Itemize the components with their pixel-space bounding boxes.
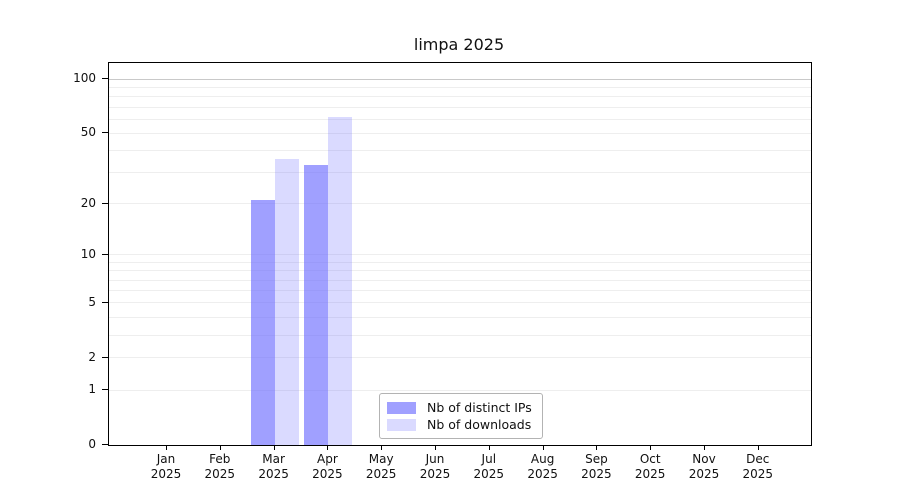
gridline-6	[109, 290, 811, 292]
y-tick-label-0: 0	[88, 437, 96, 451]
y-tick-label-20: 20	[80, 195, 96, 210]
x-tick-nov	[704, 445, 705, 450]
x-tick-label-dec: Dec 2025	[742, 452, 774, 481]
gridline-20	[109, 203, 811, 205]
gridline-40	[109, 150, 811, 152]
legend-swatch-distinct-ips-icon	[387, 401, 416, 414]
gridline-5	[109, 302, 811, 304]
x-tick-jul	[488, 445, 490, 450]
x-tick-label-nov: Nov 2025	[688, 452, 720, 481]
legend-label-downloads: Nb of downloads	[427, 417, 532, 432]
y-tick-label-5: 5	[88, 294, 96, 309]
x-tick-aug	[542, 445, 544, 450]
gridline-1	[109, 389, 811, 391]
x-tick-may	[381, 445, 383, 450]
legend-swatch-downloads-icon	[387, 418, 416, 431]
y-tick-10	[102, 253, 108, 255]
y-tick-label-100: 100	[73, 71, 96, 86]
x-tick-label-oct: Oct 2025	[634, 452, 666, 481]
gridline-100	[109, 78, 811, 80]
gridline-9	[109, 261, 811, 263]
y-tick-100	[102, 78, 108, 80]
x-tick-mar	[273, 445, 275, 450]
y-tick-label-1: 1	[88, 382, 96, 397]
legend-item-distinct-ips: Nb of distinct IPs	[387, 399, 532, 416]
y-tick-label-2: 2	[88, 349, 96, 364]
gridline-10	[109, 254, 811, 256]
gridline-4	[109, 316, 811, 318]
bar-nb-of-downloads-mar	[274, 158, 299, 445]
x-tick-label-mar: Mar 2025	[258, 452, 289, 481]
y-tick-1	[102, 389, 108, 391]
x-tick-label-apr: Apr 2025	[312, 452, 343, 481]
x-tick-feb	[219, 445, 221, 450]
chart-title: limpa 2025	[413, 35, 505, 54]
x-tick-label-jan: Jan 2025	[150, 452, 182, 481]
y-tick-50	[102, 132, 108, 134]
x-tick-jun	[435, 445, 436, 450]
gridline-80	[109, 96, 811, 98]
x-tick-label-jul: Jul 2025	[473, 452, 505, 481]
gridline-30	[109, 172, 811, 174]
bar-nb-of-downloads-apr	[328, 116, 353, 445]
y-tick-label-50: 50	[80, 125, 96, 140]
legend-label-distinct-ips: Nb of distinct IPs	[427, 400, 532, 415]
x-tick-label-feb: Feb 2025	[204, 452, 236, 481]
x-tick-oct	[650, 445, 652, 450]
gridline-50	[109, 132, 811, 134]
gridline-3	[109, 334, 811, 336]
legend-item-downloads: Nb of downloads	[387, 416, 532, 433]
bar-nb-of-distinct-ips-mar	[250, 199, 275, 445]
x-tick-dec	[757, 445, 759, 450]
y-tick-5	[102, 301, 108, 303]
bar-nb-of-distinct-ips-apr	[304, 165, 329, 445]
gridline-8	[109, 270, 811, 272]
x-tick-label-may: May 2025	[365, 452, 397, 481]
plot-area: Nb of distinct IPs Nb of downloads	[108, 62, 812, 446]
x-tick-jan	[166, 445, 167, 450]
x-tick-label-sep: Sep 2025	[581, 452, 612, 481]
y-tick-0	[102, 444, 108, 445]
x-tick-apr	[327, 445, 329, 450]
y-tick-2	[102, 356, 108, 358]
legend: Nb of distinct IPs Nb of downloads	[379, 393, 543, 439]
x-tick-sep	[596, 445, 598, 450]
gridline-7	[109, 279, 811, 281]
y-tick-20	[102, 202, 108, 204]
gridline-70	[109, 106, 811, 108]
y-tick-label-10: 10	[80, 246, 96, 261]
gridline-90	[109, 86, 811, 88]
gridline-60	[109, 118, 811, 120]
gridline-2	[109, 357, 811, 359]
x-tick-label-jun: Jun 2025	[419, 452, 451, 481]
x-tick-label-aug: Aug 2025	[527, 452, 558, 481]
